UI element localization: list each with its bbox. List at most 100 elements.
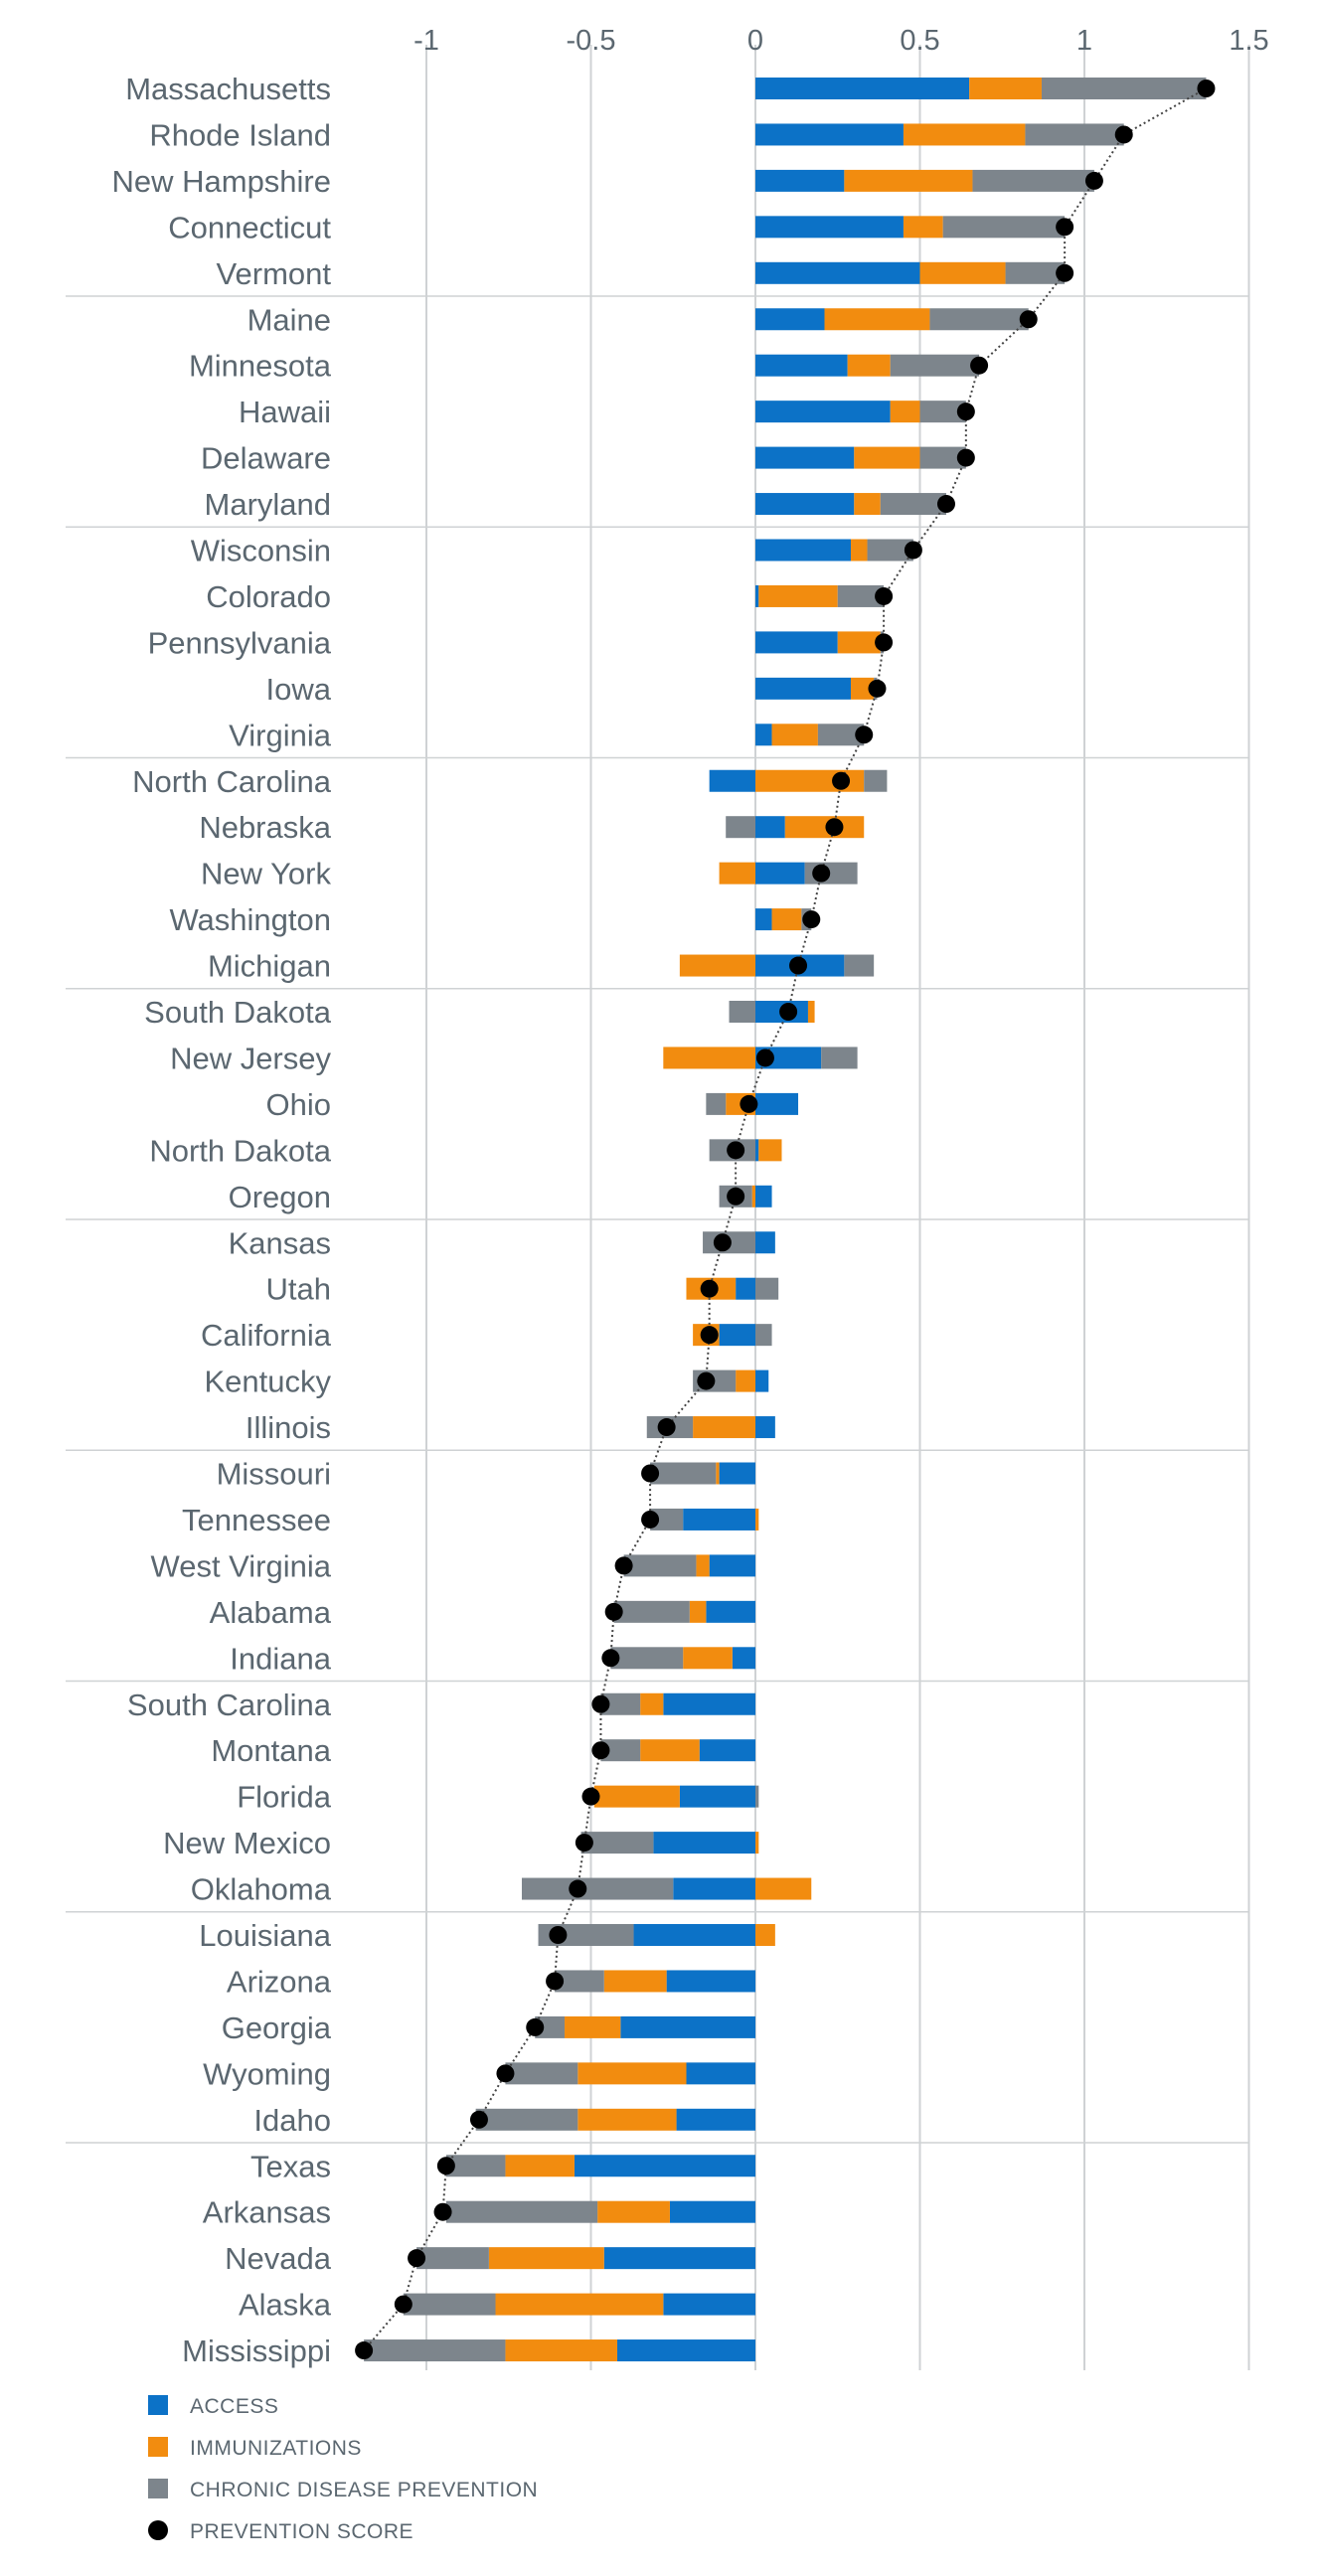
state-label: Arkansas: [203, 2195, 331, 2230]
legend-swatch-score: [148, 2520, 168, 2540]
bar-chronic: Minnesota: 0.27: [890, 354, 980, 377]
state-label: South Carolina: [127, 1688, 332, 1722]
legend-swatch-chronic: [148, 2479, 168, 2498]
bar-immunizations: South Carolina: -0.07: [640, 1692, 664, 1715]
state-label: Mississippi: [182, 2334, 331, 2368]
score-dot: [526, 2017, 545, 2036]
bar-chronic: Alaska: -0.28: [403, 2293, 496, 2316]
bar-chronic: Nevada: -0.22: [416, 2247, 489, 2270]
group-separators: [66, 295, 1248, 2144]
bar-access: Arkansas: -0.26: [669, 2200, 755, 2223]
bar-access: Illinois: 0.06: [755, 1416, 775, 1439]
bar-immunizations: Washington: 0.09: [771, 908, 802, 931]
bar-chronic: Montana: -0.12: [600, 1739, 641, 1762]
bar-access: Montana: -0.17: [699, 1739, 755, 1762]
bar-chronic: Maine: 0.3: [929, 308, 1029, 331]
bar-chronic: Michigan: 0.09: [844, 954, 875, 977]
bar-chronic: Florida: 0.01: [755, 1785, 759, 1808]
state-label: Utah: [266, 1272, 331, 1307]
bar-immunizations: Oregon: -0.01: [751, 1185, 755, 1208]
score-dot: [700, 1279, 719, 1298]
score-dot: [641, 1510, 660, 1529]
state-label: North Carolina: [132, 764, 332, 799]
state-label: Maryland: [205, 487, 332, 522]
score-dot: [779, 1003, 798, 1021]
state-label: Hawaii: [239, 395, 331, 429]
bar-immunizations: Tennessee: 0.01: [755, 1508, 759, 1530]
score-dot: [713, 1233, 732, 1252]
bar-access: Kentucky: 0.04: [755, 1369, 769, 1392]
state-label: Kansas: [229, 1225, 331, 1260]
score-dot: [581, 1787, 600, 1806]
state-label: Kentucky: [204, 1365, 331, 1399]
bar-immunizations: Wisconsin: 0.05: [850, 539, 868, 562]
bar-chronic: Wyoming: -0.22: [505, 2062, 578, 2085]
bar-chronic: New Hampshire: 0.37: [972, 169, 1094, 192]
legend-label-score: PREVENTION SCORE: [190, 2520, 413, 2543]
score-dot: [408, 2249, 426, 2268]
state-label: Alaska: [239, 2288, 332, 2323]
state-label: Pennsylvania: [148, 625, 332, 660]
bar-chronic: Arkansas: -0.46: [445, 2200, 598, 2223]
score-dot: [469, 2110, 488, 2129]
bar-chronic: Alabama: -0.23: [613, 1600, 690, 1623]
bar-access: North Carolina: -0.14: [709, 769, 755, 792]
legend-label-immunizations: IMMUNIZATIONS: [190, 2437, 362, 2460]
state-label: Nevada: [225, 2241, 332, 2276]
score-dot: [1084, 171, 1103, 190]
bar-immunizations: Louisiana: 0.06: [755, 1924, 775, 1946]
bar-immunizations: Hawaii: 0.09: [890, 401, 920, 423]
bar-access: Iowa: 0.29: [755, 677, 851, 700]
bar-immunizations: Alaska: -0.51: [495, 2293, 664, 2316]
score-dot: [591, 1741, 610, 1760]
bar-chronic: Oklahoma: -0.46: [521, 1877, 674, 1900]
state-label: Wisconsin: [191, 534, 331, 568]
bar-chronic: Mississippi: -0.43: [364, 2339, 506, 2362]
bar-access: Kansas: 0.06: [755, 1231, 775, 1254]
score-dot: [904, 541, 922, 560]
bar-immunizations: Arizona: -0.19: [603, 1970, 667, 1993]
bar-immunizations: Mississippi: -0.34: [505, 2339, 617, 2362]
bar-access: Mississippi: -0.42: [616, 2339, 755, 2362]
bar-immunizations: New Jersey: -0.28: [663, 1046, 755, 1069]
bar-chronic: Indiana: -0.22: [610, 1647, 684, 1670]
score-dot: [436, 2157, 455, 2175]
bar-chronic: South Dakota: -0.08: [729, 1001, 755, 1023]
score-dot: [868, 679, 887, 698]
state-label: Oregon: [229, 1180, 331, 1214]
bar-chronic: Utah: 0.07: [755, 1277, 779, 1300]
bar-immunizations: New Mexico: 0.01: [755, 1832, 759, 1854]
bar-chronic: West Virginia: -0.22: [623, 1554, 697, 1577]
bar-chronic: Missouri: -0.2: [650, 1462, 717, 1485]
bar-access: South Carolina: -0.28: [663, 1692, 755, 1715]
bar-chronic: Nebraska: -0.09: [726, 816, 755, 839]
score-dot: [1114, 125, 1133, 144]
bar-immunizations: Massachusetts: 0.22: [969, 78, 1042, 99]
bar-access: Nebraska: 0.09: [755, 816, 785, 839]
bar-immunizations: New Hampshire: 0.39: [844, 169, 973, 192]
score-dot: [1056, 263, 1074, 282]
bar-immunizations: Montana: -0.18: [640, 1739, 700, 1762]
score-dot: [812, 864, 831, 883]
bar-chronic: Georgia: -0.09: [535, 2015, 566, 2038]
score-dot: [697, 1371, 716, 1390]
bar-immunizations: Oklahoma: 0.17: [755, 1877, 812, 1900]
bar-access: Washington: 0.05: [755, 908, 772, 931]
state-label: Oklahoma: [191, 1872, 332, 1907]
x-axis-ticks: -1 -0.5 0 0.5 1 1.5: [413, 25, 1269, 57]
bar-immunizations: Nevada: -0.35: [488, 2247, 604, 2270]
bar-access: Maryland: 0.3: [755, 493, 855, 516]
bar-immunizations: Indiana: -0.15: [683, 1647, 733, 1670]
score-dot: [727, 1141, 745, 1160]
bar-access: Minnesota: 0.28: [755, 354, 848, 377]
bar-immunizations: Maine: 0.32: [824, 308, 930, 331]
state-label: Michigan: [208, 949, 331, 984]
state-label: Vermont: [217, 256, 332, 291]
bar-access: Maine: 0.21: [755, 308, 825, 331]
bar-chronic: Vermont: 0.18: [1005, 261, 1066, 284]
score-dot: [496, 2064, 515, 2083]
score-dot: [956, 448, 975, 467]
grid-lines: [425, 45, 1250, 2370]
bar-access: Oklahoma: -0.25: [673, 1877, 755, 1900]
state-label: Tennessee: [182, 1503, 331, 1537]
